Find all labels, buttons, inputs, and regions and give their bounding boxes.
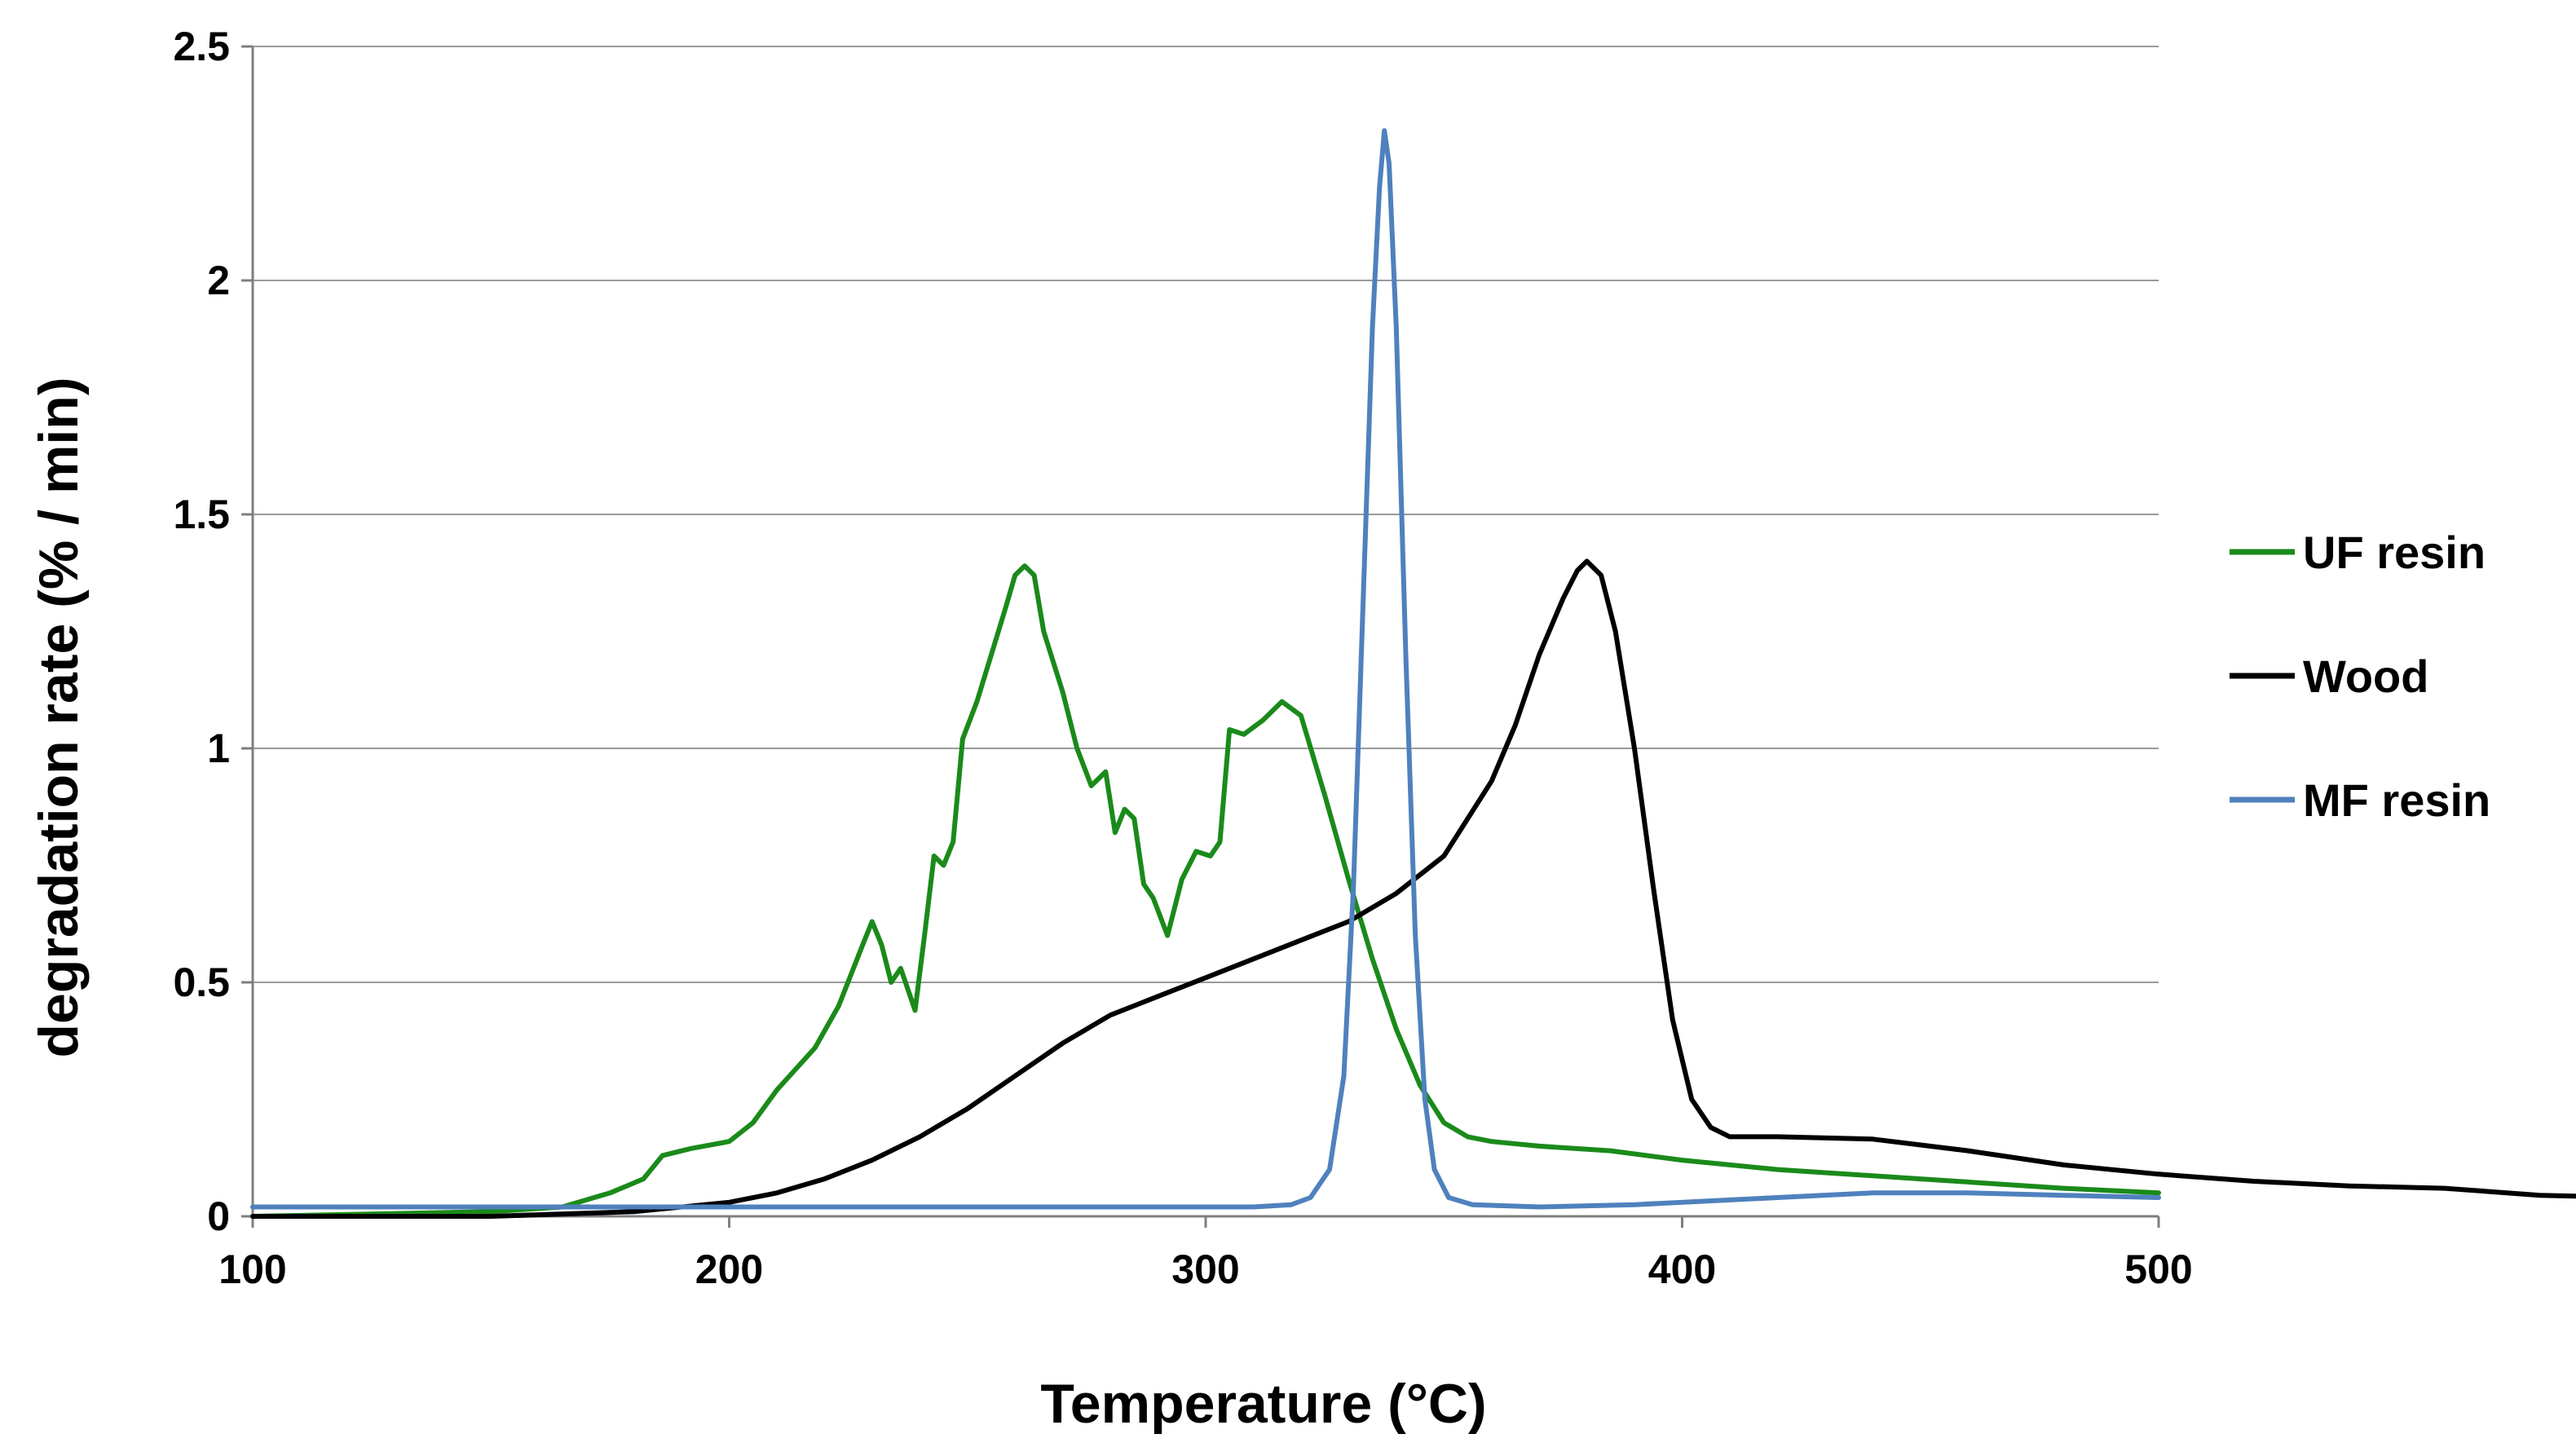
y-tick-label-2: 1: [207, 726, 230, 771]
x-tick-label-3: 400: [1648, 1246, 1716, 1292]
legend-label-uf-resin: UF resin: [2303, 527, 2486, 578]
legend-label-mf-resin: MF resin: [2303, 774, 2490, 826]
y-tick-label-1: 0.5: [173, 960, 230, 1005]
y-tick-label-5: 2.5: [173, 24, 230, 69]
x-tick-label-2: 300: [1171, 1246, 1239, 1292]
x-tick-label-0: 100: [218, 1246, 286, 1292]
gridlines: [253, 46, 2159, 983]
legend-label-wood: Wood: [2303, 651, 2428, 702]
series-line-mf-resin: [250, 128, 2161, 1210]
x-axis-title: Temperature (°C): [1040, 1373, 1486, 1435]
legend: UF resin Wood MF resin: [2230, 527, 2490, 826]
series-lines: [250, 128, 2576, 1219]
x-tick-label-1: 200: [695, 1246, 763, 1292]
y-tick-labels: 0 0.5 1 1.5 2 2.5: [173, 24, 230, 1239]
x-tick-label-4: 500: [2124, 1246, 2192, 1292]
axes: [241, 45, 2160, 1228]
y-axis-title: degradation rate (% / min): [28, 377, 90, 1058]
series-line-uf-resin: [250, 563, 2161, 1219]
x-tick-labels: 100 200 300 400 500: [218, 1246, 2192, 1292]
y-tick-label-0: 0: [207, 1193, 230, 1239]
y-tick-label-3: 1.5: [173, 492, 230, 537]
series-line-wood: [250, 558, 2576, 1219]
y-tick-label-4: 2: [207, 258, 230, 303]
